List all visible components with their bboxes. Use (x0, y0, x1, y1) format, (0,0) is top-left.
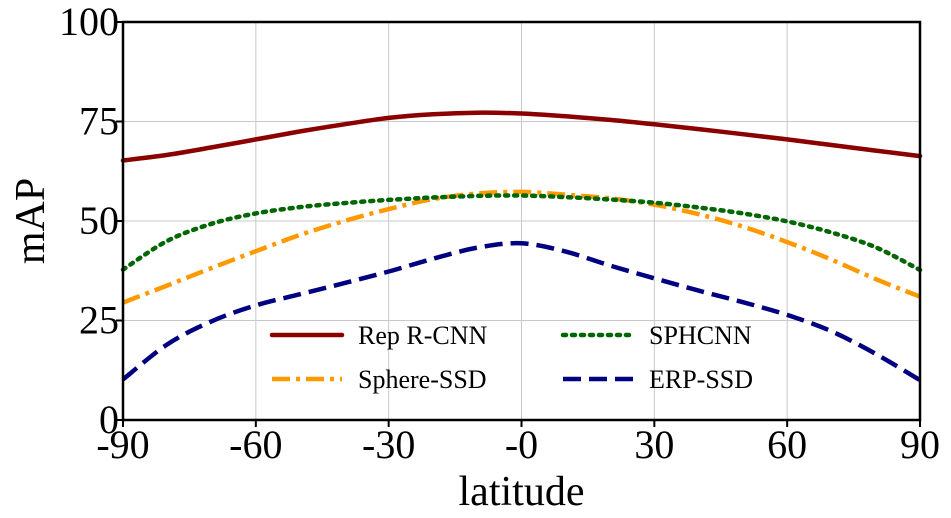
y-tick-label: 50 (79, 198, 119, 243)
y-tick-label: 0 (99, 397, 119, 442)
series-group (120, 110, 923, 383)
y-axis-ticks: 0 25 50 75 100 (59, 0, 123, 442)
y-tick-label: 25 (79, 298, 119, 343)
x-tick-label: -0 (505, 422, 538, 467)
x-tick-label: -90 (96, 422, 149, 467)
legend-label-erp-ssd: ERP-SSD (649, 365, 753, 394)
y-tick-label: 100 (59, 0, 119, 44)
legend-label-sphere-ssd: Sphere-SSD (358, 365, 487, 394)
legend-label-sphcnn: SPHCNN (649, 321, 752, 350)
series-line-erp-ssd (121, 240, 922, 383)
x-axis-label: latitude (459, 469, 585, 515)
legend: Rep R-CNN SPHCNN Sphere-SSD ERP-SSD (269, 321, 753, 394)
x-axis-ticks: -90 -60 -30 -0 30 60 90 (96, 420, 940, 467)
x-tick-label: 60 (767, 422, 807, 467)
y-tick-label: 75 (79, 99, 119, 144)
x-tick-label: -60 (229, 422, 282, 467)
series-line-sphere-ssd (122, 189, 921, 305)
x-tick-label: 90 (900, 422, 940, 467)
series-line-rep-r-cnn (120, 110, 923, 163)
x-tick-label: 30 (634, 422, 674, 467)
x-tick-label: -30 (362, 422, 415, 467)
series-line-sphcnn (120, 193, 923, 273)
y-axis-label: mAP (8, 178, 54, 264)
legend-label-rep-r-cnn: Rep R-CNN (358, 321, 488, 350)
